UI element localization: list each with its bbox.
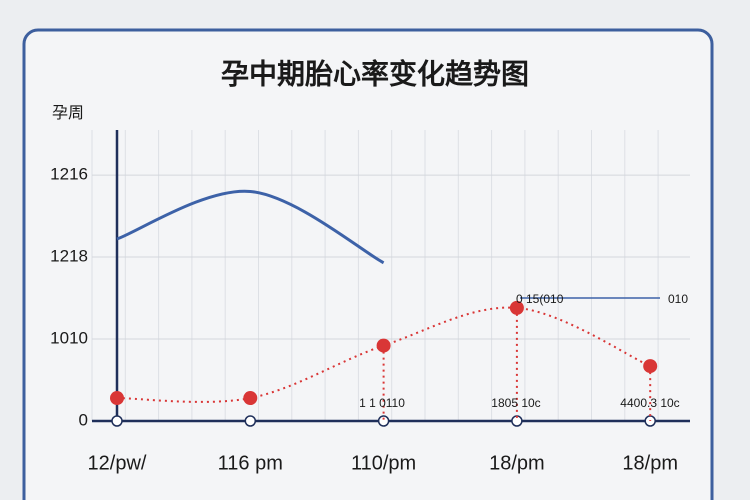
y-tick-label: 1010 [50,329,88,348]
annotation: 1805 10c [491,396,540,410]
annotation: 0 15(010 [516,292,564,306]
x-tick-label: 12/pw/ [88,452,147,474]
y-tick-label: 1218 [50,247,88,266]
point [110,391,124,406]
point [509,300,524,315]
x-tick-marker [111,415,123,427]
x-tick-marker [244,415,257,427]
x-tick-label: 18/pm [622,452,678,474]
annotation: 4400.3 10c [620,396,679,410]
point [243,391,258,406]
x-tick-label: 110/pm [351,452,416,474]
x-tick-marker [377,415,390,427]
annotation: 010 [668,292,688,306]
frame [22,28,714,500]
point [376,338,391,353]
point [643,359,658,374]
y-tick-label: 0 [79,410,88,429]
x-tick-label: 18/pm [489,452,545,474]
y-tick-label: 1216 [50,165,88,184]
series-line [116,189,385,265]
y-axis-label: 孕周 [52,105,84,122]
annotation: 1 1 0110 [359,396,405,410]
x-tick-label: 116 pm [218,452,283,474]
chart-title: 孕中期胎心率变化趋势图 [221,57,529,89]
